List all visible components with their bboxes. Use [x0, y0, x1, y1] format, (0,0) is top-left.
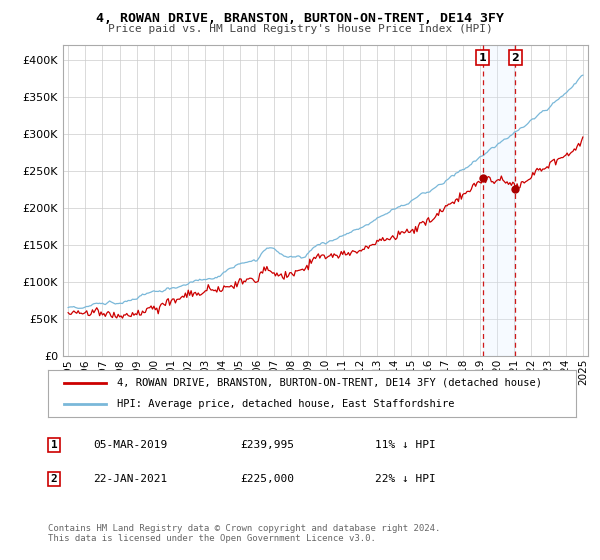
Text: HPI: Average price, detached house, East Staffordshire: HPI: Average price, detached house, East…: [116, 399, 454, 409]
Text: £225,000: £225,000: [240, 474, 294, 484]
Text: 1: 1: [479, 53, 487, 63]
Text: Contains HM Land Registry data © Crown copyright and database right 2024.
This d: Contains HM Land Registry data © Crown c…: [48, 524, 440, 543]
Text: 2: 2: [511, 53, 519, 63]
Text: £239,995: £239,995: [240, 440, 294, 450]
Text: 22-JAN-2021: 22-JAN-2021: [93, 474, 167, 484]
Text: 22% ↓ HPI: 22% ↓ HPI: [375, 474, 436, 484]
Text: 1: 1: [50, 440, 58, 450]
Text: 4, ROWAN DRIVE, BRANSTON, BURTON-ON-TRENT, DE14 3FY: 4, ROWAN DRIVE, BRANSTON, BURTON-ON-TREN…: [96, 12, 504, 25]
Text: 2: 2: [50, 474, 58, 484]
Text: 05-MAR-2019: 05-MAR-2019: [93, 440, 167, 450]
Text: 11% ↓ HPI: 11% ↓ HPI: [375, 440, 436, 450]
Text: 4, ROWAN DRIVE, BRANSTON, BURTON-ON-TRENT, DE14 3FY (detached house): 4, ROWAN DRIVE, BRANSTON, BURTON-ON-TREN…: [116, 378, 542, 388]
Bar: [483, 45, 515, 356]
Text: Price paid vs. HM Land Registry's House Price Index (HPI): Price paid vs. HM Land Registry's House …: [107, 24, 493, 34]
